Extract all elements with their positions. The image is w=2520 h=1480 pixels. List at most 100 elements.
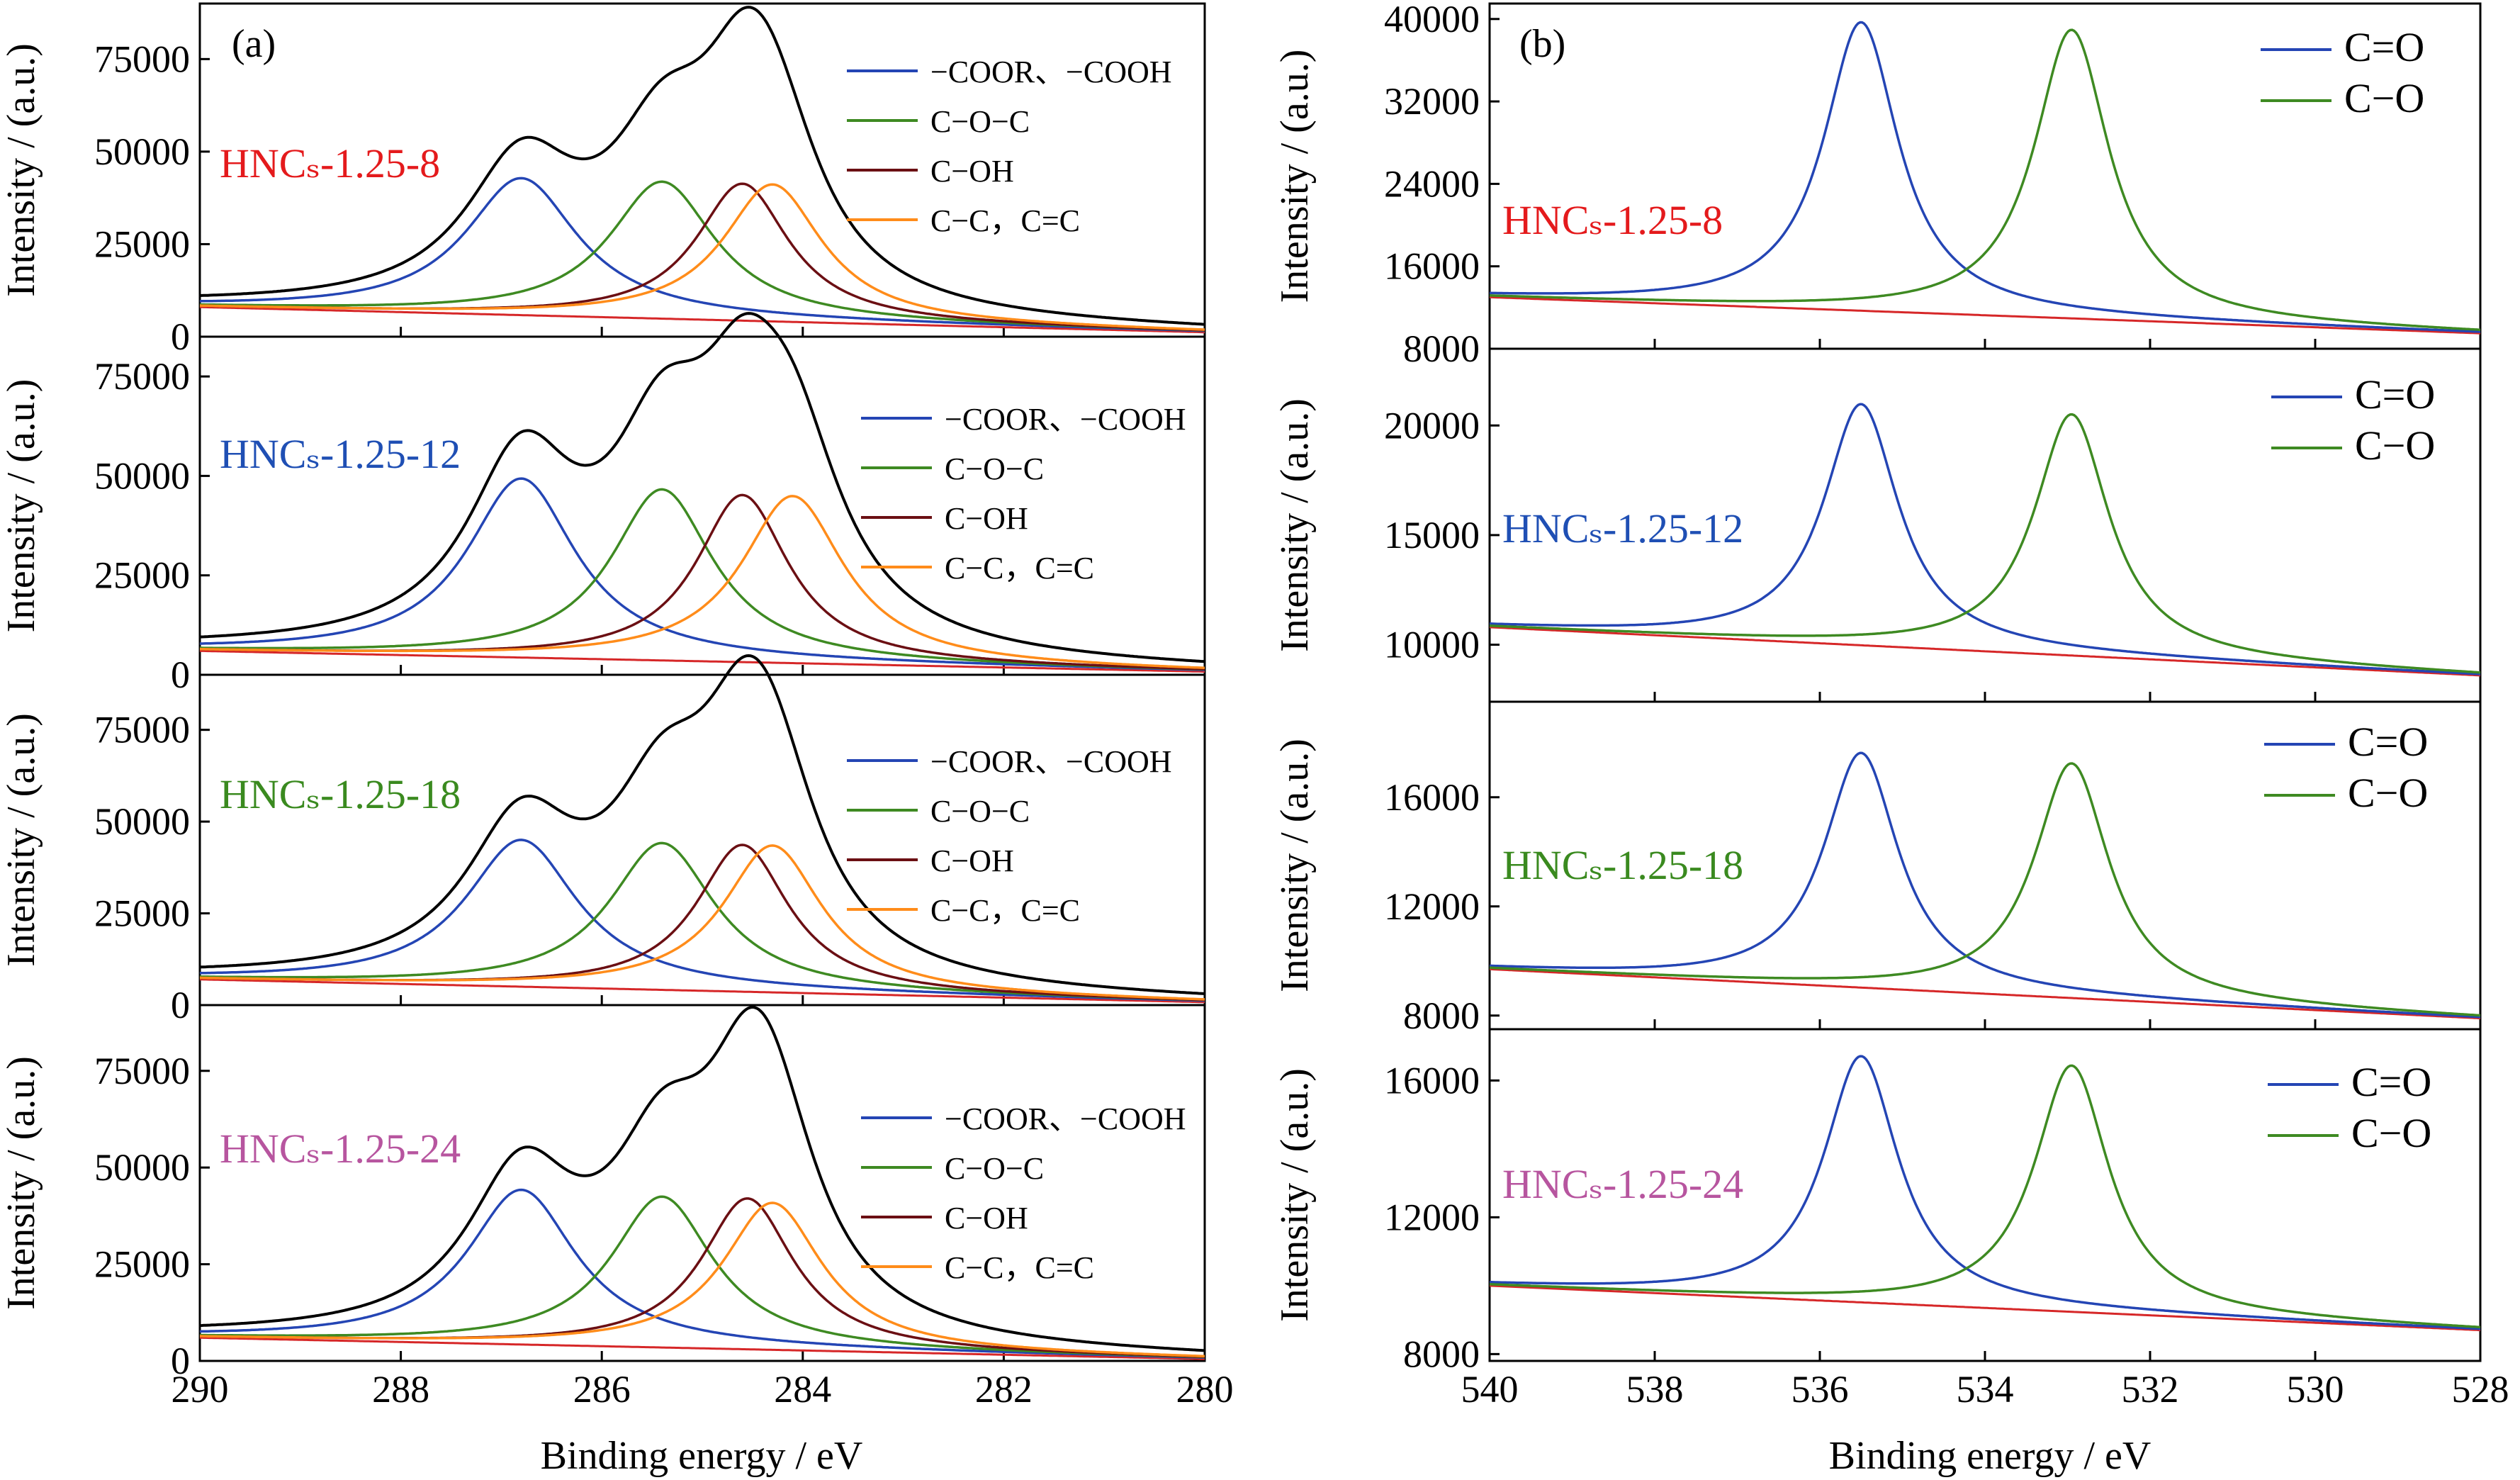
sample-label: HNCₛ-1.25-18 <box>1502 842 1743 888</box>
series-line-co <box>1489 1055 2481 1330</box>
series-line-co <box>1489 1064 2481 1329</box>
series-line-co <box>1490 28 2481 331</box>
legend-label: C=O <box>2355 371 2435 417</box>
y-axis-title: Intensity / (a.u.) <box>1273 398 1317 652</box>
y-tick-label: 50000 <box>94 800 190 843</box>
y-tick-label: 32000 <box>1384 80 1480 123</box>
legend-label: C−O−C <box>945 452 1044 486</box>
legend-label: C−OH <box>945 501 1028 536</box>
legend-label: C−C，C=C <box>930 893 1080 928</box>
panel-b-4: 8000 12000 16000 540 538 536 534 532 530 528 Inten… <box>1273 1028 2509 1411</box>
x-tick-label: 280 <box>1176 1368 1234 1411</box>
series-line-coc <box>200 1195 1205 1359</box>
y-axis-title: Intensity / (a.u.) <box>1273 739 1317 992</box>
legend-label: C−O <box>2351 1110 2431 1156</box>
plot-frame <box>1488 2 2482 350</box>
sample-label: HNCₛ-1.25-12 <box>1502 505 1743 551</box>
legend-label: −COOR、−COOH <box>945 1101 1186 1136</box>
series-line-cccc <box>200 495 1205 669</box>
plot-frame <box>198 1004 1206 1362</box>
envelope-line <box>199 6 1205 326</box>
y-tick-label: 50000 <box>94 454 190 497</box>
y-tick-label: 75000 <box>94 38 190 80</box>
series-line-coorcooh <box>200 477 1205 671</box>
series-line-coc <box>200 488 1205 671</box>
x-tick-label: 530 <box>2287 1368 2344 1411</box>
legend-label: −COOR、−COOH <box>930 744 1172 779</box>
x-axis-title-right: Binding energy / eV <box>1829 1434 2151 1478</box>
y-tick-label: 20000 <box>1384 404 1480 447</box>
series-line-co <box>1489 751 2481 1019</box>
legend-label: C−O−C <box>945 1151 1044 1186</box>
series-line-coorcooh <box>199 176 1205 332</box>
panel-a-3: 0 25000 50000 75000 Intensity / (a.u.) HNCₛ-1… <box>0 654 1206 1026</box>
sample-label: HNCₛ-1.25-8 <box>1502 197 1723 243</box>
sample-label: HNCₛ-1.25-24 <box>1502 1161 1743 1207</box>
legend-label: C−O−C <box>930 794 1030 829</box>
y-tick-label: 50000 <box>94 1146 190 1189</box>
y-tick-label: 16000 <box>1384 776 1480 819</box>
series-line-co <box>1489 403 2481 675</box>
panel-a-1: 0 25000 50000 75000 Intensity / (a.u.) (a) HNC… <box>0 2 1206 358</box>
y-tick-label: 25000 <box>94 554 190 597</box>
y-tick-label: 15000 <box>1384 514 1480 556</box>
y-tick-label: 12000 <box>1384 1196 1480 1238</box>
legend-label: C−O <box>2355 422 2435 469</box>
series-line-coorcooh <box>200 839 1205 1002</box>
legend-label: C−OH <box>930 843 1014 878</box>
x-tick-label: 532 <box>2122 1368 2179 1411</box>
y-tick-label: 75000 <box>94 1050 190 1092</box>
x-tick-label: 290 <box>171 1368 229 1411</box>
plot-frame <box>198 335 1206 676</box>
y-tick-label: 40000 <box>1384 0 1480 40</box>
legend-label: C−O <box>2348 770 2428 816</box>
x-tick-label: 534 <box>1957 1368 2014 1411</box>
envelope-line <box>199 654 1205 995</box>
series-line-co <box>1489 21 2481 333</box>
x-axis-title-left: Binding energy / eV <box>541 1434 863 1478</box>
y-tick-label: 8000 <box>1403 327 1480 370</box>
y-tick-label: 75000 <box>94 355 190 398</box>
legend-label: C−C，C=C <box>945 1250 1094 1285</box>
y-tick-label: 0 <box>171 315 190 358</box>
panel-a-4: 0 25000 50000 75000 290 288 286 284 282 280 Intens… <box>0 1004 1234 1411</box>
legend-label: C−C，C=C <box>945 551 1094 585</box>
background-line <box>1489 1284 2481 1332</box>
legend-label: −COOR、−COOH <box>930 55 1172 89</box>
plot-frame <box>198 673 1206 1007</box>
legend-label: C=O <box>2344 24 2424 70</box>
y-axis-title: Intensity / (a.u.) <box>1273 50 1317 303</box>
y-tick-label: 25000 <box>94 223 190 265</box>
y-tick-label: 25000 <box>94 1243 190 1286</box>
y-tick-label: 24000 <box>1384 162 1480 205</box>
panel-b-1: 8000 16000 24000 32000 40000 Intensity / (a.u… <box>1273 0 2482 370</box>
y-tick-label: 50000 <box>94 130 190 173</box>
x-tick-label: 540 <box>1461 1368 1519 1411</box>
envelope-line <box>199 312 1205 663</box>
series-line-cccc <box>200 1201 1205 1358</box>
y-tick-label: 0 <box>171 654 190 696</box>
y-tick-label: 10000 <box>1384 624 1480 666</box>
background-line <box>1489 296 2481 335</box>
background-line <box>1489 626 2481 677</box>
panels-layer: 0 25000 50000 75000 Intensity / (a.u.) (a) HNC… <box>0 0 2509 1411</box>
x-tick-label: 536 <box>1791 1368 1849 1411</box>
background-line <box>200 1336 1205 1360</box>
sample-label: HNCₛ-1.25-12 <box>220 431 461 477</box>
series-line-co <box>1489 413 2481 674</box>
legend-label: −COOR、−COOH <box>945 402 1186 437</box>
legend-label: C−C，C=C <box>930 203 1080 238</box>
panel-letter: (a) <box>232 22 276 66</box>
legend-label: C−O−C <box>930 104 1030 139</box>
y-axis-title: Intensity / (a.u.) <box>0 713 43 967</box>
legend-label: C=O <box>2348 719 2428 765</box>
panel-b-3: 8000 12000 16000 Intensity / (a.u.) HNCₛ-1.2… <box>1273 700 2482 1037</box>
legend-label: C−O <box>2344 75 2424 121</box>
background-line <box>199 305 1205 334</box>
series-line-co <box>1489 762 2481 1017</box>
y-tick-label: 8000 <box>1403 994 1480 1037</box>
y-axis-title: Intensity / (a.u.) <box>0 379 43 633</box>
y-axis-title: Intensity / (a.u.) <box>0 1056 43 1310</box>
x-tick-label: 284 <box>774 1368 831 1411</box>
y-tick-label: 0 <box>171 984 190 1026</box>
